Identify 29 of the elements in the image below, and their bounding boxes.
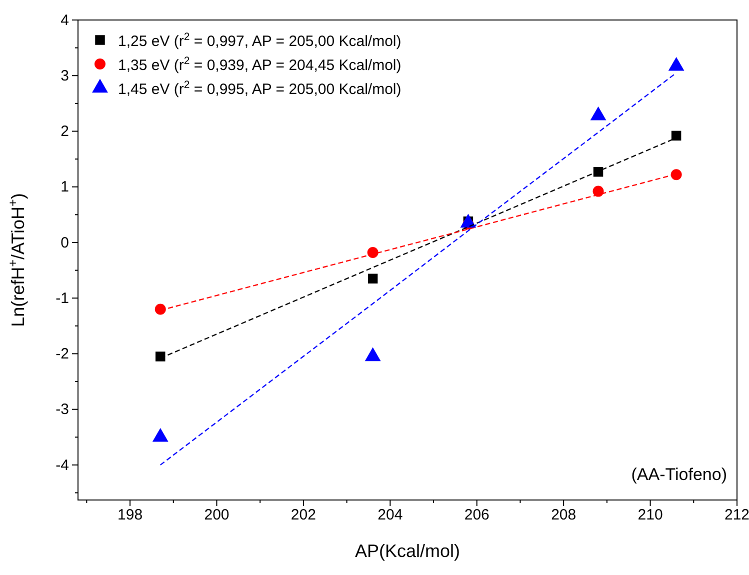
point [367,247,378,258]
y-tick-label: -4 [56,456,69,474]
y-tick-label: 4 [60,12,69,29]
y-tick-label: 0 [60,234,69,252]
x-axis-title: AP(Kcal/mol) [354,541,460,561]
legend-label: 1,45 eV (r$^{2}$ = 0,995, AP = 205,00 Kcal/mol) [118,79,402,98]
point [670,169,682,180]
y-tick-label: -3 [56,401,69,418]
legend-label: 1,25 eV (r$^{2}$ = 0,997, AP = 205,00 Kcal/mol) [118,31,402,50]
x-tick-label: 204 [378,506,403,524]
y-tick-label: 3 [60,67,69,84]
legend-label: 1,35 eV (r$^{2}$ = 0,939, AP = 204,45 Kcal/mol) [118,55,402,74]
x-tick-label: 208 [551,506,576,524]
point [592,186,604,197]
x-tick-label: 210 [638,506,663,524]
y-tick-label: 2 [60,123,69,140]
y-tick-label: -1 [56,290,69,307]
x-tick-label: 212 [724,506,749,524]
x-tick-label: 206 [464,506,490,524]
y-tick-label: -2 [56,346,69,363]
point [671,130,682,141]
x-tick-label: 198 [118,506,143,524]
y-tick-label: 1 [60,178,69,196]
point [154,304,166,315]
point [368,274,378,284]
x-tick-label: 202 [290,506,316,524]
point [156,352,166,362]
annotation: (AA-Tiofeno) [631,465,727,484]
x-tick-label: 200 [204,506,230,524]
